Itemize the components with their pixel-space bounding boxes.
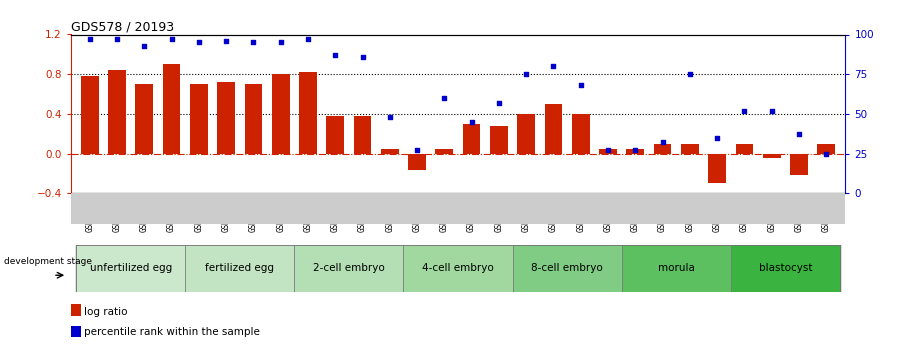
Text: fertilized egg: fertilized egg (206, 263, 275, 273)
Bar (681, 144, 699, 154)
FancyBboxPatch shape (622, 245, 731, 292)
FancyBboxPatch shape (513, 245, 622, 292)
Bar (299, 72, 317, 154)
Text: percentile rank within the sample: percentile rank within the sample (84, 327, 260, 337)
Bar (190, 84, 207, 154)
Bar (572, 114, 590, 154)
Bar (381, 149, 399, 154)
Bar (817, 144, 835, 154)
Point (465, 119, 479, 125)
Point (601, 148, 615, 153)
Point (710, 135, 725, 140)
Bar (599, 149, 617, 154)
Bar (163, 64, 180, 154)
Point (573, 82, 588, 88)
Point (191, 40, 206, 45)
Bar (71, 326, 81, 337)
Point (110, 37, 124, 42)
Bar (708, 154, 726, 183)
Bar (736, 144, 753, 154)
Bar (217, 82, 235, 154)
Bar (81, 76, 99, 154)
Bar (136, 84, 153, 154)
Point (410, 148, 424, 153)
Point (382, 114, 397, 120)
Bar (353, 116, 371, 154)
Bar (436, 149, 453, 154)
Point (819, 151, 834, 156)
Point (792, 132, 806, 137)
Text: blastocyst: blastocyst (758, 263, 812, 273)
Bar (654, 144, 671, 154)
Point (682, 71, 697, 77)
Bar (545, 104, 563, 154)
Bar (71, 304, 81, 316)
FancyBboxPatch shape (185, 245, 294, 292)
FancyBboxPatch shape (294, 245, 403, 292)
Text: 4-cell embryo: 4-cell embryo (422, 263, 494, 273)
Point (492, 100, 506, 106)
Point (301, 37, 315, 42)
Text: development stage: development stage (4, 257, 92, 266)
Point (765, 108, 779, 114)
Point (519, 71, 534, 77)
Point (246, 40, 261, 45)
Text: 8-cell embryo: 8-cell embryo (531, 263, 603, 273)
Point (164, 37, 178, 42)
Bar (326, 116, 344, 154)
Point (274, 40, 288, 45)
Text: GDS578 / 20193: GDS578 / 20193 (71, 20, 174, 33)
Point (355, 54, 370, 59)
Point (82, 37, 97, 42)
Point (655, 140, 670, 145)
Bar (626, 149, 644, 154)
Bar (245, 84, 262, 154)
Text: 2-cell embryo: 2-cell embryo (313, 263, 385, 273)
Point (219, 38, 234, 43)
Bar (790, 154, 808, 175)
Bar (490, 126, 507, 154)
Text: log ratio: log ratio (84, 307, 128, 317)
Point (628, 148, 642, 153)
Bar (108, 70, 126, 154)
FancyBboxPatch shape (76, 245, 185, 292)
Point (737, 108, 752, 114)
Bar (463, 124, 480, 154)
Text: morula: morula (658, 263, 695, 273)
Point (437, 95, 451, 101)
Bar (272, 74, 290, 154)
Point (328, 52, 342, 58)
Point (137, 43, 151, 48)
Text: unfertilized egg: unfertilized egg (90, 263, 172, 273)
FancyBboxPatch shape (403, 245, 513, 292)
Bar (517, 114, 535, 154)
Bar (763, 154, 780, 158)
FancyBboxPatch shape (731, 245, 840, 292)
Bar (409, 154, 426, 170)
Point (546, 63, 561, 69)
